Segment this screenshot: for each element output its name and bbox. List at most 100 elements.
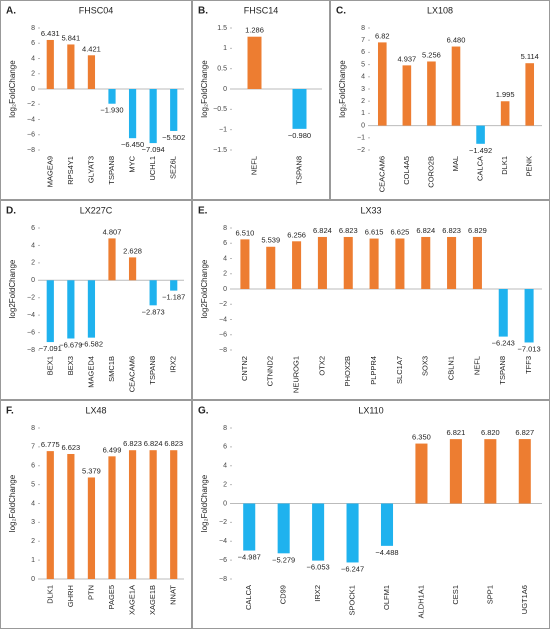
value-label: 6.820	[481, 428, 500, 437]
value-label: −4.987	[238, 553, 261, 562]
x-tick-label: SPP1	[485, 585, 494, 604]
bar	[46, 451, 54, 579]
y-tick-label: −1	[219, 127, 227, 134]
y-axis-label: log2FoldChange	[200, 259, 209, 318]
y-tick-label: −2	[27, 101, 35, 108]
y-tick-label: −8	[219, 347, 227, 354]
y-tick-label: −2	[219, 519, 227, 526]
x-tick-label: TSPAN8	[294, 156, 303, 185]
panel-border	[0, 200, 192, 400]
y-tick-label: −2	[219, 301, 227, 308]
value-label: 6.510	[236, 228, 255, 237]
x-tick-label: IRX2	[169, 356, 178, 373]
y-tick-label: −6	[219, 557, 227, 564]
x-tick-label: SPOCK1	[348, 585, 357, 615]
panel-label: B.	[198, 6, 208, 17]
y-axis-label: log₂FoldChange	[200, 474, 209, 532]
value-label: −2.873	[142, 307, 165, 316]
x-tick-label: DLK1	[45, 585, 54, 604]
x-tick-label: MAL	[451, 156, 460, 171]
bar	[377, 42, 387, 126]
bar	[524, 289, 534, 343]
y-tick-label: 2	[361, 98, 365, 105]
y-tick-label: 0	[31, 86, 35, 93]
bar	[170, 89, 178, 131]
value-label: 6.480	[447, 36, 466, 45]
value-label: 6.615	[365, 228, 384, 237]
y-tick-label: 3	[361, 86, 365, 93]
value-label: 6.823	[442, 226, 461, 235]
x-tick-label: PHOX2B	[343, 356, 352, 386]
bar	[380, 503, 394, 546]
y-tick-label: 0	[223, 500, 227, 507]
x-tick-label: CEACAM6	[377, 156, 386, 192]
x-tick-label: OLFM1	[382, 585, 391, 610]
y-tick-label: −2	[357, 147, 365, 154]
value-label: 4.937	[397, 54, 416, 63]
y-tick-label: −4	[219, 538, 227, 545]
bar	[447, 236, 457, 289]
bar	[149, 450, 157, 579]
y-axis-label: log₂FoldChange	[200, 60, 209, 118]
y-tick-label: 6	[31, 225, 35, 232]
bar	[317, 236, 327, 289]
value-label: 6.625	[391, 227, 410, 236]
value-label: 6.82	[375, 31, 390, 40]
y-tick-label: 2	[31, 71, 35, 78]
y-tick-label: −4	[219, 316, 227, 323]
y-tick-label: 1	[361, 110, 365, 117]
value-label: −7.094	[142, 145, 165, 154]
y-axis-label: log2FoldChange	[8, 259, 17, 318]
x-tick-label: BEX1	[45, 356, 54, 375]
panel-title: FHSC04	[79, 5, 114, 15]
x-tick-label: CALCA	[244, 585, 253, 610]
bar	[292, 241, 302, 289]
x-tick-label: CES1	[451, 585, 460, 605]
bar	[498, 289, 508, 337]
y-tick-label: 6	[223, 240, 227, 247]
y-tick-label: −8	[219, 576, 227, 583]
x-tick-label: MAGEA9	[45, 156, 54, 187]
value-label: 6.350	[412, 433, 431, 442]
y-axis-label: log₂FoldChange	[8, 60, 17, 118]
bar	[427, 61, 436, 126]
y-tick-label: 4	[361, 74, 365, 81]
bar	[46, 280, 54, 343]
value-label: 6.824	[144, 439, 163, 448]
value-label: 1.286	[245, 26, 264, 35]
value-label: 6.623	[61, 443, 80, 452]
value-label: −7.091	[39, 344, 62, 353]
bar	[369, 238, 379, 289]
bar	[46, 39, 54, 89]
y-tick-label: 8	[223, 225, 227, 232]
y-tick-label: 7	[361, 37, 365, 44]
value-label: 6.823	[164, 439, 183, 448]
y-tick-label: 8	[223, 425, 227, 432]
x-tick-label: UCHL1	[148, 156, 157, 181]
y-tick-label: 1.5	[217, 25, 227, 32]
x-tick-label: MYC	[128, 155, 137, 172]
x-tick-label: CNTN2	[240, 356, 249, 381]
value-label: 6.823	[339, 226, 358, 235]
x-tick-label: GLYAT3	[86, 156, 95, 183]
x-tick-label: CD99	[279, 585, 288, 604]
bar	[87, 477, 96, 579]
bar	[243, 503, 256, 551]
x-tick-label: RPS4Y1	[66, 156, 75, 185]
value-label: 5.841	[61, 33, 80, 42]
value-label: −6.582	[80, 340, 103, 349]
value-label: 6.829	[468, 226, 487, 235]
x-tick-label: SOX3	[421, 356, 430, 376]
y-tick-label: 8	[31, 425, 35, 432]
value-label: 6.823	[123, 439, 142, 448]
panel-title: LX33	[360, 205, 381, 215]
bar	[500, 101, 510, 126]
panel-title: LX48	[85, 405, 106, 415]
value-label: −6.247	[341, 564, 364, 573]
bar	[395, 238, 405, 289]
y-tick-label: 5	[361, 61, 365, 68]
bar	[170, 450, 178, 579]
bar	[312, 503, 325, 561]
x-tick-label: NEUROG1	[292, 356, 301, 393]
value-label: −7.013	[518, 344, 541, 353]
